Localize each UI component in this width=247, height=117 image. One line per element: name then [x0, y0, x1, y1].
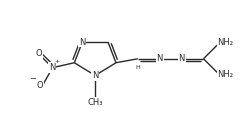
Text: CH₃: CH₃ [87, 98, 103, 107]
Text: N: N [157, 54, 163, 63]
Text: NH₂: NH₂ [217, 70, 233, 79]
Text: N: N [79, 38, 85, 47]
Text: +: + [54, 59, 59, 64]
Text: −: − [29, 74, 36, 83]
Text: O: O [36, 81, 43, 90]
Text: H: H [135, 65, 140, 70]
Text: O: O [35, 49, 42, 58]
Text: NH₂: NH₂ [217, 38, 233, 48]
Text: N: N [49, 63, 56, 72]
Text: N: N [92, 71, 98, 80]
Text: N: N [178, 54, 185, 63]
